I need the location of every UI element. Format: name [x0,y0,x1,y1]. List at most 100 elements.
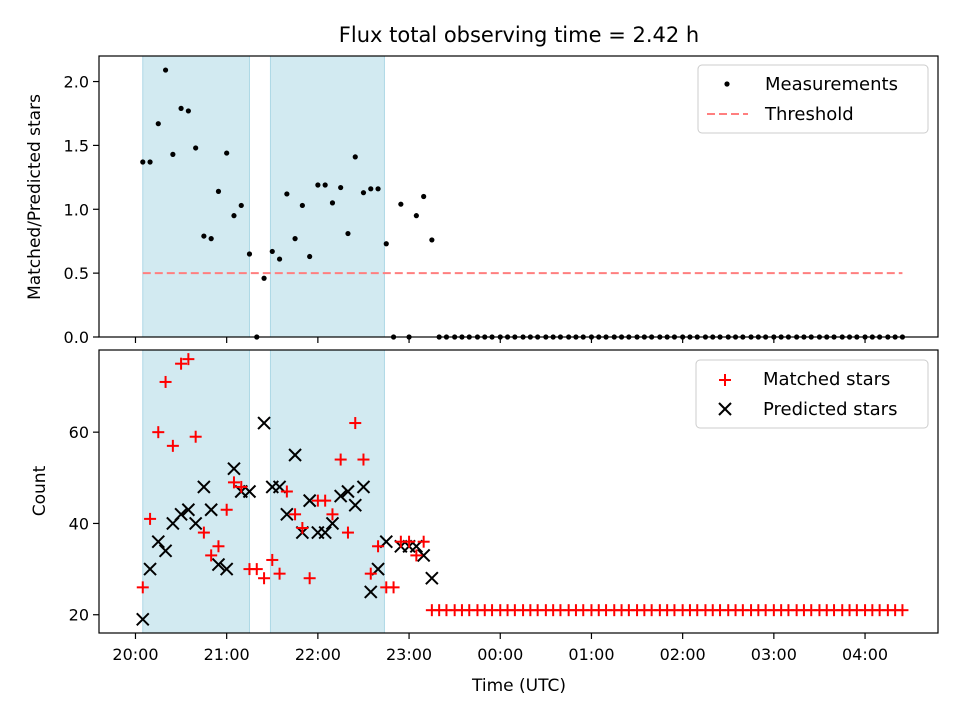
predicted-star-point-25 [333,489,348,503]
x-tick-label-3: 23:00 [386,645,432,664]
predicted-star-point-5 [174,507,188,522]
matched-star-point-30 [364,567,377,580]
top-plot-frame [98,55,939,338]
bottom-y-tick-label-2: 60 [69,423,89,442]
observing-window-0 [142,55,250,338]
legend-label-measurements: Measurements [765,74,898,95]
legend-label-matched: Matched stars [763,369,890,390]
matched-star-point-36 [410,549,423,562]
x-tick-label-5: 01:00 [568,645,614,664]
matched-star-point-15 [250,563,263,576]
top-panel: 0.00.51.01.52.0 Matched/Predicted stars … [25,55,939,347]
x-tick-label-4: 00:00 [477,645,523,664]
top-y-axis-label: Matched/Predicted stars [25,94,45,300]
matched-star-point-12 [227,476,240,489]
predicted-star-point-23 [318,525,332,540]
matched-star-point-8 [197,526,210,539]
measurement-point-6 [185,108,191,114]
measurement-point-34 [398,201,404,207]
legend-marker-measurements [724,81,730,87]
top-y-tick-label-1: 0.5 [64,264,89,283]
matched-star-point-31 [372,540,385,553]
x-tick-label-2: 22:00 [295,645,341,664]
bottom-plot-frame [98,349,939,634]
matched-star-point-20 [289,508,302,521]
measurement-point-24 [322,182,328,188]
predicted-star-point-19 [288,448,302,462]
matched-star-point-4 [166,439,179,452]
predicted-star-point-8 [197,480,211,494]
measurement-point-38 [429,237,435,243]
x-tick-label-7: 03:00 [751,645,797,664]
matched-star-point-5 [175,357,188,370]
bottom-y-tick-label-1: 40 [69,514,89,533]
measurement-point-27 [345,230,351,237]
x-tick-label-8: 04:00 [842,645,888,664]
bottom-y-axis: 20 40 60 [69,423,99,625]
predicted-star-point-28 [356,480,371,494]
matched-star-point-37 [417,535,430,548]
measurement-point-26 [338,184,344,191]
measurement-point-18 [276,256,283,262]
measurement-point-12 [231,213,237,219]
top-y-tick-label-3: 1.5 [64,136,89,155]
top-y-tick-label-4: 2.0 [64,73,89,92]
legend-marker-matched [719,374,731,386]
matched-star-point-33 [387,581,400,594]
measurement-point-14 [246,251,253,257]
measurement-point-28 [352,154,358,160]
predicted-star-point-18 [280,507,294,522]
matched-star-point-24 [319,494,332,507]
predicted-star-point-21 [302,493,317,508]
measurement-point-3 [162,67,169,73]
predicted-star-point-11 [219,562,234,576]
matched-star-point-35 [403,535,416,548]
predicted-star-point-10 [211,557,226,572]
predicted-star-point-6 [181,503,196,517]
matched-star-point-7 [189,430,202,443]
measurement-point-13 [238,202,244,209]
matched-star-points [136,353,909,617]
matched-star-point-0 [136,581,149,594]
matched-star-point-1 [144,512,157,525]
legend-marker-predicted [718,402,732,416]
predicted-star-point-29 [364,585,378,599]
measurement-point-4 [170,151,176,157]
measurement-point-20 [292,236,298,242]
matched-star-point-22 [303,572,316,585]
measurement-point-30 [368,186,374,192]
predicted-star-point-35 [416,548,431,563]
measurement-point-10 [215,188,222,194]
matched-star-point-3 [159,375,172,388]
matched-star-point-27 [341,526,354,539]
measurement-point-5 [178,105,184,111]
measurement-point-2 [155,121,161,127]
matched-star-point-2 [152,426,165,439]
bottom-x-axis: 20:00 21:00 22:00 23:00 00:00 01:00 02:00 03:00… [112,633,888,664]
measurement-point-31 [375,186,381,192]
legend-label-predicted: Predicted stars [763,399,897,420]
predicted-star-point-7 [188,516,203,531]
measurement-point-23 [315,182,321,188]
x-tick-label-1: 21:00 [204,645,250,664]
predicted-star-point-1 [143,562,157,576]
measurement-point-19 [284,191,290,197]
matched-star-point-100 [896,604,909,617]
predicted-star-point-24 [325,516,340,531]
measurement-point-25 [329,200,336,206]
matched-star-point-21 [296,522,309,535]
measurement-point-9 [208,236,214,242]
top-legend: Measurements Threshold [697,64,929,134]
measurement-point-21 [299,202,305,209]
top-legend-box [697,64,929,134]
observing-window-1 [269,55,385,338]
predicted-star-point-3 [158,544,173,558]
top-y-tick-label-2: 1.0 [64,200,89,219]
bottom-legend: Matched stars Predicted stars [695,359,929,429]
matched-star-point-26 [334,453,347,466]
matched-star-point-16 [258,572,271,585]
bottom-legend-box [695,359,929,429]
predicted-star-point-27 [348,498,362,512]
predicted-star-point-26 [341,484,355,499]
bottom-y-tick-label-0: 20 [69,606,89,625]
